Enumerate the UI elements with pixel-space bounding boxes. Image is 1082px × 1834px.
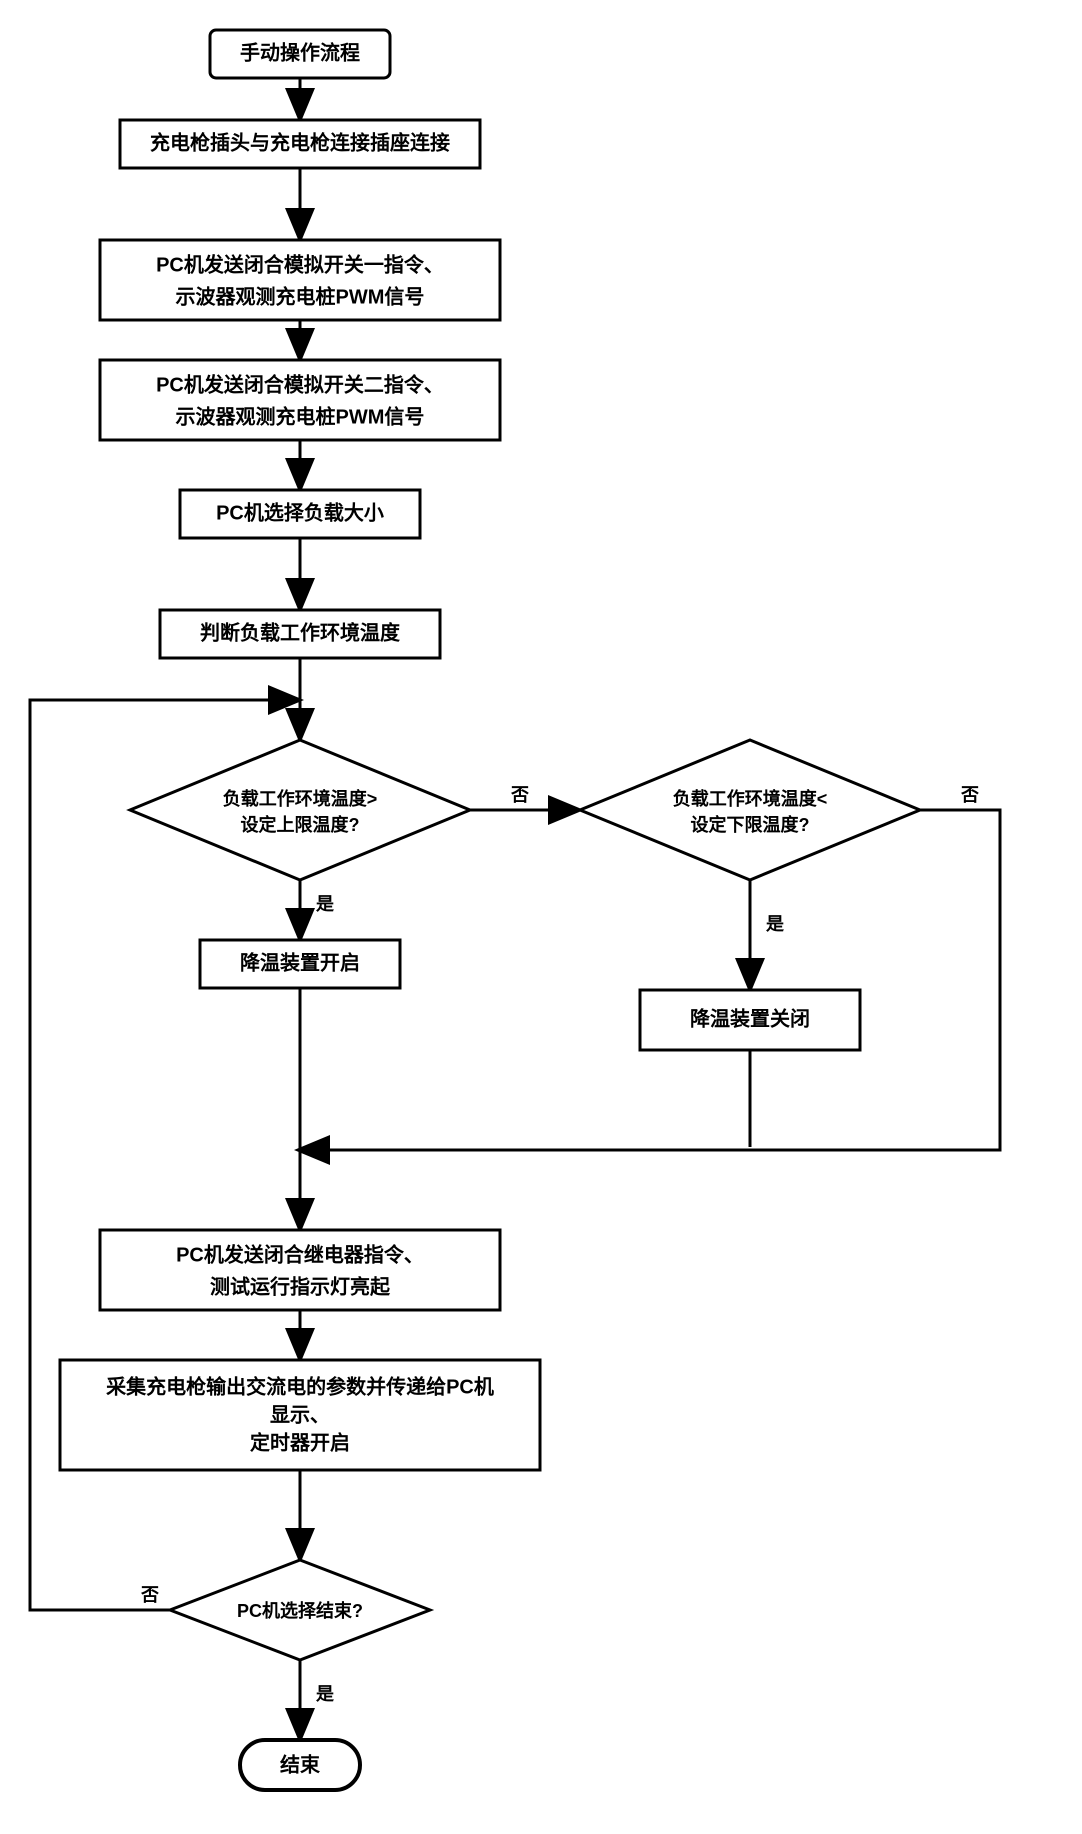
dec1-yes-label: 是 (315, 894, 334, 914)
dec1-label2: 设定上限温度? (241, 814, 360, 835)
dec3-no-label: 否 (140, 1585, 159, 1605)
step8-label1: 采集充电枪输出交流电的参数并传递给PC机 (106, 1374, 494, 1398)
step8-label2: 显示、 (270, 1404, 330, 1426)
step7-label2: 测试运行指示灯亮起 (210, 1274, 391, 1298)
dec2-label2: 设定下限温度? (691, 814, 810, 835)
step7-label1: PC机发送闭合继电器指令、 (176, 1242, 424, 1266)
edge (300, 810, 1000, 1150)
step5-label: 判断负载工作环境温度 (200, 620, 401, 644)
step2-label1: PC机发送闭合模拟开关一指令、 (156, 252, 444, 276)
dec2-no-label: 否 (960, 785, 979, 805)
step3-label2: 示波器观测充电桩PWM信号 (176, 404, 425, 428)
dec3-label: PC机选择结束? (237, 1600, 363, 1621)
dec2-label1: 负载工作环境温度< (673, 788, 828, 809)
start-label: 手动操作流程 (240, 40, 360, 64)
end-label: 结束 (280, 1752, 321, 1776)
step1-label: 充电枪插头与充电枪连接插座连接 (150, 130, 450, 154)
dec1-no-label: 否 (510, 785, 529, 805)
step4-label: PC机选择负载大小 (216, 500, 384, 524)
step2-label2: 示波器观测充电桩PWM信号 (176, 284, 425, 308)
node-dec2 (580, 740, 920, 880)
step6a-label: 降温装置开启 (240, 950, 360, 974)
dec3-yes-label: 是 (315, 1684, 334, 1704)
dec2-yes-label: 是 (765, 914, 784, 934)
flowchart-svg: 手动操作流程 充电枪插头与充电枪连接插座连接 PC机发送闭合模拟开关一指令、 示… (0, 0, 1082, 1834)
step6b-label: 降温装置关闭 (690, 1006, 810, 1030)
step8-label3: 定时器开启 (250, 1430, 350, 1454)
dec1-label1: 负载工作环境温度> (223, 788, 378, 809)
node-dec1 (130, 740, 470, 880)
step3-label1: PC机发送闭合模拟开关二指令、 (156, 372, 444, 396)
